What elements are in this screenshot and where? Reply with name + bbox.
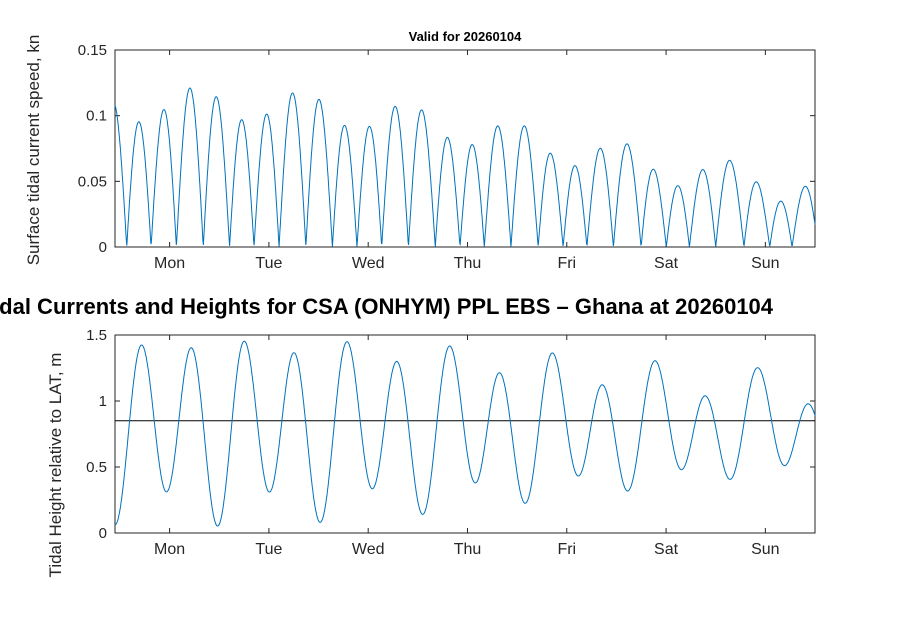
tidal-height-x-tick-label: Wed [352,541,385,558]
surface-current-speed-curve [114,87,816,247]
tidal-height-y-tick-label: 0 [99,525,107,542]
tidal-height-x-tick-label: Thu [454,541,482,558]
surface-current-speed-y-tick-label: 0.1 [86,108,107,125]
top-chart-title: Valid for 20260104 [408,29,522,44]
surface-current-speed-axes-box [114,49,816,248]
tide-forecast-figure: Surface tidal current speed, kn Tidal He… [0,29,816,577]
tidal-height-x-tick-label: Tue [255,541,282,558]
charts-canvas: Mon Tue Wed Thu Fri Sat Sun 0 0.05 0.1 0.15 Mon Tue W… [78,42,816,558]
tidal-height-y-tick-label: 1.5 [86,327,107,344]
tidal-height-x-tick-label: Fri [557,541,576,558]
tidal-height-x-tick-label: Sat [654,541,679,558]
surface-current-speed-x-tick-label: Sat [654,255,679,272]
tidal-height-x-tick-label: Mon [154,541,185,558]
surface-current-speed-y-tick-label: 0.05 [78,173,107,190]
surface-current-speed-x-tick-label: Tue [255,255,282,272]
tidal-height-y-tick-label: 1 [99,393,107,410]
tidal-height-y-tick-label: 0.5 [86,459,107,476]
tidal-height-axes-box [114,334,816,534]
surface-current-speed-x-tick-label: Fri [557,255,576,272]
tidal-height-x-tick-label: Sun [751,541,779,558]
surface-current-speed-x-tick-label: Sun [751,255,779,272]
figure-title: Tidal Currents and Heights for CSA (ONHY… [0,294,774,319]
surface-current-speed-x-tick-label: Wed [352,255,385,272]
surface-current-speed-y-tick-label: 0 [99,239,107,256]
surface-current-speed-x-tick-label: Mon [154,255,185,272]
surface-current-speed-x-tick-label: Thu [454,255,482,272]
tidal-height-curve [114,340,816,527]
surface-current-speed-y-tick-label: 0.15 [78,42,107,59]
